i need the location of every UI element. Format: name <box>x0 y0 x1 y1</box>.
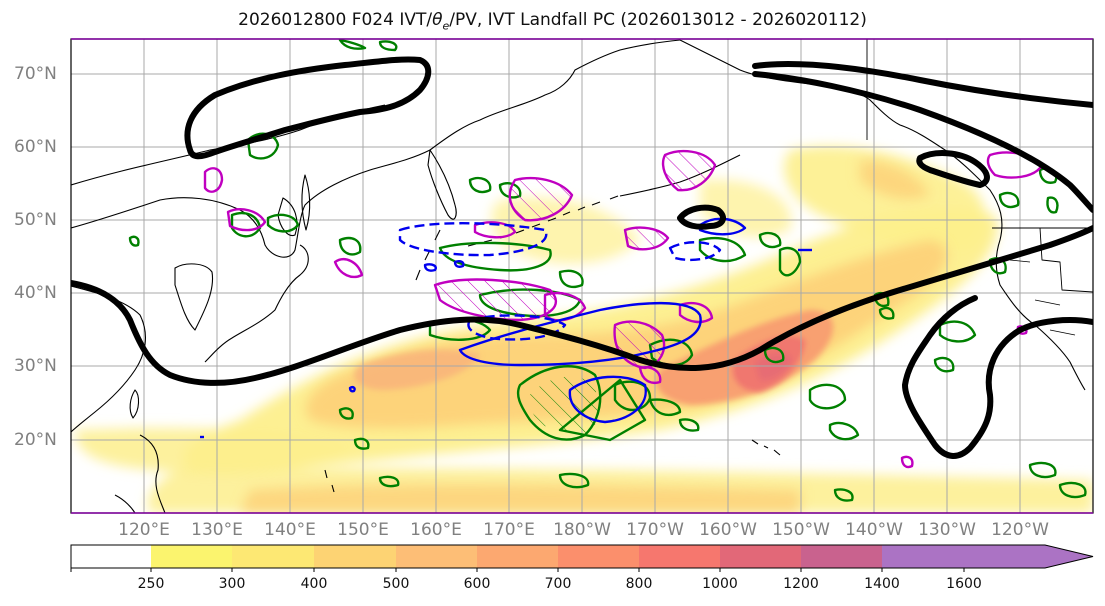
colorbar-tick-250: 250 <box>137 576 165 592</box>
lon-label-180w: 180°W <box>553 520 611 540</box>
lon-label-160w: 160°W <box>699 520 757 540</box>
colorbar-tick-500: 500 <box>382 576 410 592</box>
colorbar-tick-600: 600 <box>463 576 491 592</box>
lon-label-170w: 170°W <box>626 520 684 540</box>
lat-label-20n: 20°N <box>14 430 57 450</box>
lat-label-50n: 50°N <box>14 210 57 230</box>
lat-label-70n: 70°N <box>14 64 57 84</box>
lat-label-40n: 40°N <box>14 283 57 303</box>
colorbar-tick-700: 700 <box>544 576 572 592</box>
lon-label-130e: 130°E <box>191 520 243 540</box>
colorbar-tick-1000: 1000 <box>702 576 738 592</box>
colorbar-tick-300: 300 <box>218 576 246 592</box>
lon-label-150e: 150°E <box>337 520 389 540</box>
lon-label-170e: 170°E <box>483 520 535 540</box>
lon-label-140w: 140°W <box>845 520 903 540</box>
lon-label-130w: 130°W <box>918 520 976 540</box>
lon-label-160e: 160°E <box>410 520 462 540</box>
theta-e-hatch <box>525 376 600 435</box>
ivt-landfall-pc-contours <box>71 56 1093 459</box>
colorbar-tick-1400: 1400 <box>864 576 900 592</box>
lon-label-140e: 140°E <box>264 520 316 540</box>
lon-label-120w: 120°W <box>991 520 1049 540</box>
colorbar-tick-800: 800 <box>625 576 653 592</box>
lat-label-60n: 60°N <box>14 137 57 157</box>
lon-label-120e: 120°E <box>118 520 170 540</box>
colorbar-tick-1600: 1600 <box>946 576 982 592</box>
colorbar-tick-400: 400 <box>300 576 328 592</box>
colorbar-tick-1200: 1200 <box>783 576 819 592</box>
pv-blue-contours <box>200 217 812 439</box>
lat-label-30n: 30°N <box>14 356 57 376</box>
colorbar <box>70 544 1094 572</box>
lon-label-150w: 150°W <box>772 520 830 540</box>
map-title: 2026012800 F024 IVT/θe/PV, IVT Landfall … <box>238 10 867 33</box>
